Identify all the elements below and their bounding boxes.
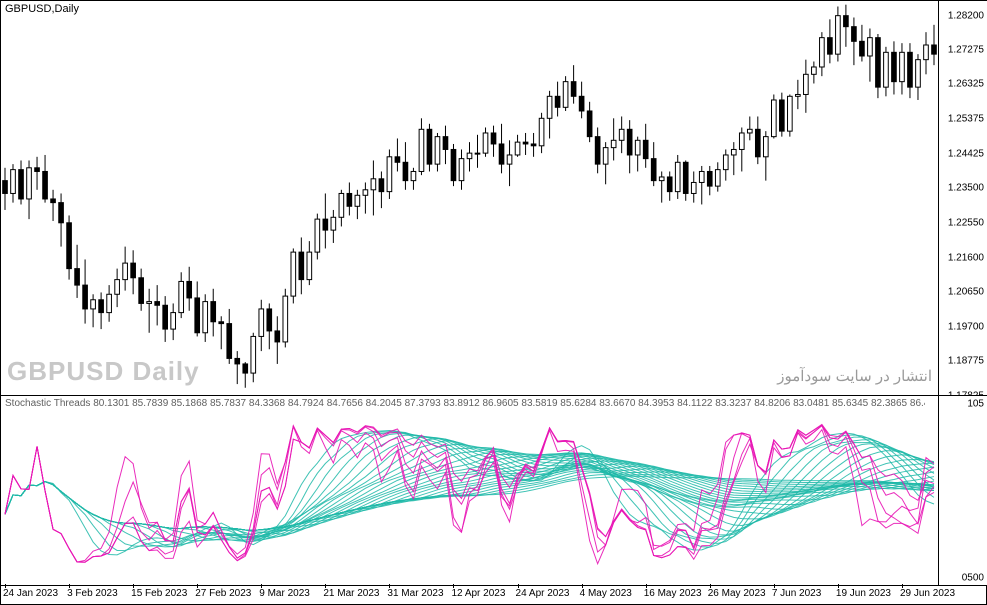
- price-tick: 1.23500: [948, 182, 984, 193]
- time-label: 7 Jun 2023: [772, 588, 822, 599]
- price-tick: 1.22550: [948, 217, 984, 228]
- indicator-axis: 105 0500: [938, 396, 987, 585]
- time-label: 24 Apr 2023: [516, 588, 570, 599]
- price-tick: 1.25375: [948, 114, 984, 125]
- time-label: 9 Mar 2023: [259, 588, 310, 599]
- chart-container: GBPUSD,Daily GBPUSD Daily انتشار در سایت…: [0, 0, 987, 605]
- price-panel[interactable]: GBPUSD,Daily GBPUSD Daily انتشار در سایت…: [1, 1, 987, 396]
- watermark-left: GBPUSD Daily: [7, 356, 200, 387]
- time-label: 31 Mar 2023: [387, 588, 443, 599]
- price-tick: 1.19700: [948, 322, 984, 333]
- time-label: 3 Feb 2023: [67, 588, 118, 599]
- time-label: 15 Feb 2023: [131, 588, 187, 599]
- price-tick: 1.26325: [948, 79, 984, 90]
- time-label: 26 May 2023: [708, 588, 766, 599]
- ind-tick: 105: [967, 399, 984, 410]
- ind-tick: 0500: [962, 573, 984, 584]
- price-tick: 1.20650: [948, 287, 984, 298]
- indicator-panel[interactable]: Stochastic Threads 80.1301 85.7839 85.18…: [1, 396, 987, 586]
- time-label: 24 Jan 2023: [3, 588, 58, 599]
- price-tick: 1.24425: [948, 149, 984, 160]
- time-label: 19 Jun 2023: [836, 588, 891, 599]
- time-label: 4 May 2023: [580, 588, 632, 599]
- time-label: 27 Feb 2023: [195, 588, 251, 599]
- price-tick: 1.21600: [948, 252, 984, 263]
- time-label: 21 Mar 2023: [323, 588, 379, 599]
- indicator-title: Stochastic Threads 80.1301 85.7839 85.18…: [5, 398, 925, 409]
- price-tick: 1.28200: [948, 10, 984, 21]
- watermark-right: انتشار در سایت سودآموز: [777, 367, 932, 385]
- stochastic-chart[interactable]: [1, 396, 938, 586]
- symbol-label: GBPUSD,Daily: [5, 3, 79, 15]
- time-label: 29 Jun 2023: [900, 588, 955, 599]
- time-axis: 24 Jan 2023 3 Feb 2023 15 Feb 2023 27 Feb 2…: [1, 584, 987, 604]
- price-tick: 1.27275: [948, 44, 984, 55]
- price-tick: 1.18775: [948, 356, 984, 367]
- time-label: 12 Apr 2023: [451, 588, 505, 599]
- candlestick-chart[interactable]: [1, 1, 938, 396]
- price-axis: 1.28200 1.27275 1.26325 1.25375 1.24425 1.235…: [938, 1, 987, 395]
- time-label: 16 May 2023: [644, 588, 702, 599]
